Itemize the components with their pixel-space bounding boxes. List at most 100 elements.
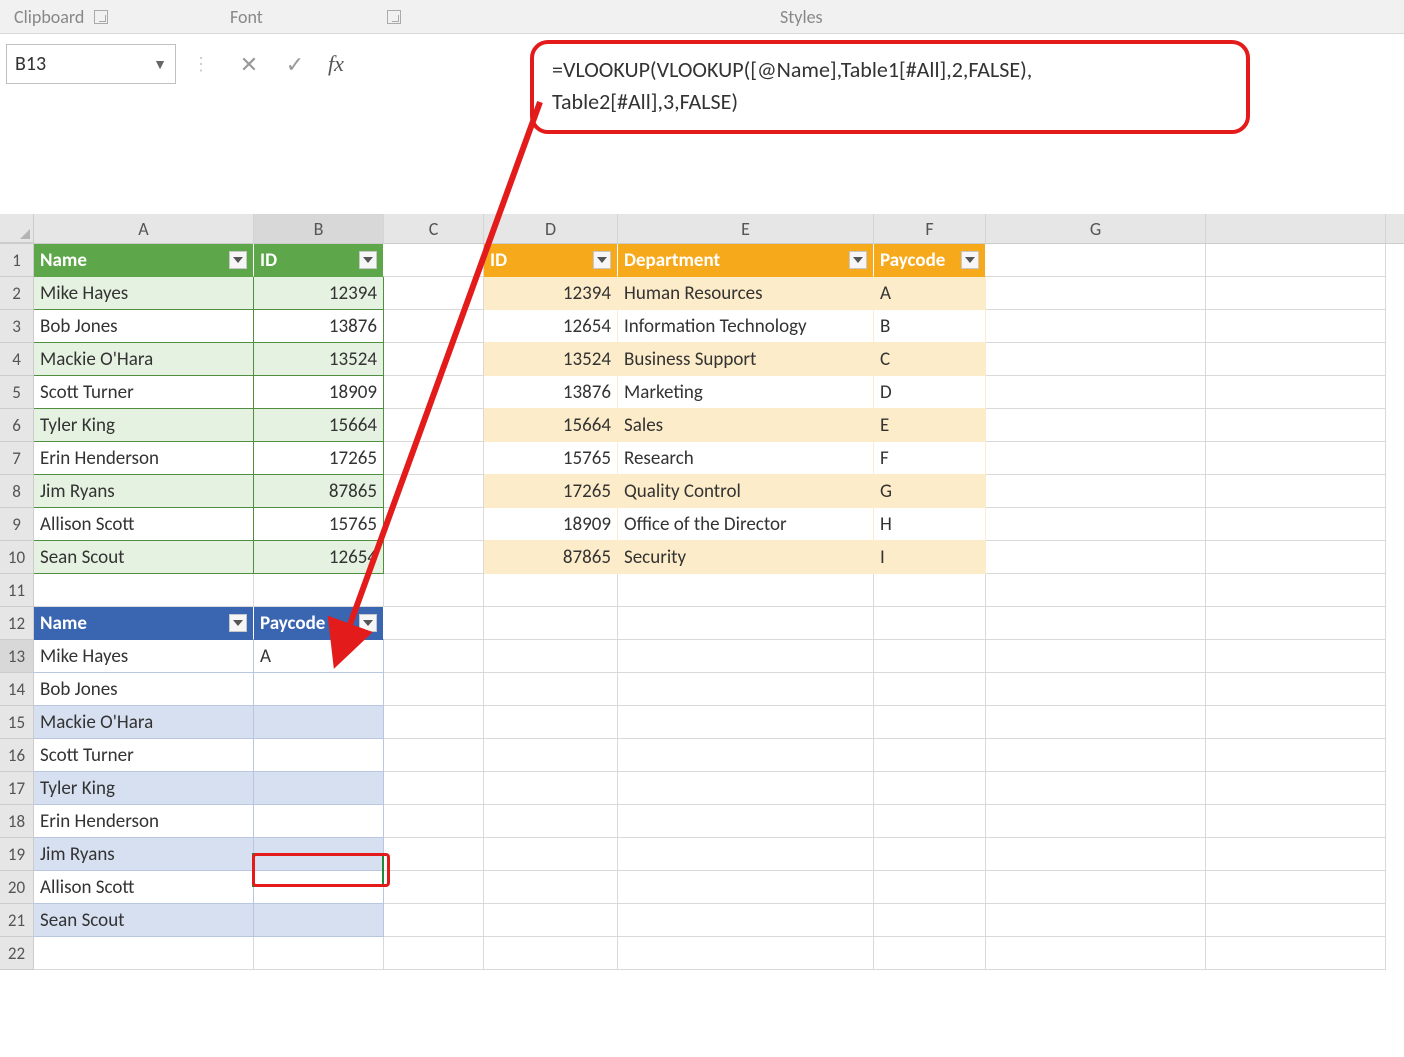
cell[interactable] <box>1206 409 1386 442</box>
col-header-G[interactable]: G <box>986 214 1206 243</box>
table2-dept[interactable]: Business Support <box>618 343 874 376</box>
row-header[interactable]: 21 <box>0 904 34 937</box>
cell[interactable] <box>618 871 874 904</box>
cell[interactable] <box>1206 442 1386 475</box>
table3-paycode[interactable] <box>254 838 384 871</box>
cell[interactable] <box>484 739 618 772</box>
cell[interactable] <box>384 244 484 277</box>
cell[interactable] <box>484 607 618 640</box>
table1-header-name[interactable]: Name <box>34 244 254 277</box>
table3-header-name[interactable]: Name <box>34 607 254 640</box>
filter-dropdown-icon[interactable] <box>961 251 979 269</box>
table3-paycode[interactable] <box>254 871 384 904</box>
cell[interactable] <box>986 277 1206 310</box>
cell[interactable] <box>986 805 1206 838</box>
cell[interactable] <box>1206 706 1386 739</box>
table3-name[interactable]: Mike Hayes <box>34 640 254 673</box>
cell[interactable] <box>986 838 1206 871</box>
cell[interactable] <box>1206 244 1386 277</box>
table3-paycode[interactable]: A <box>254 640 384 673</box>
col-header-A[interactable]: A <box>34 214 254 243</box>
row-header[interactable]: 7 <box>0 442 34 475</box>
cell[interactable] <box>384 508 484 541</box>
cell[interactable] <box>1206 607 1386 640</box>
cell[interactable] <box>384 541 484 574</box>
cell[interactable] <box>618 904 874 937</box>
cell[interactable] <box>986 640 1206 673</box>
cancel-formula-button[interactable]: ✕ <box>226 44 272 84</box>
cell[interactable] <box>484 805 618 838</box>
cell[interactable] <box>986 343 1206 376</box>
table2-dept[interactable]: Quality Control <box>618 475 874 508</box>
table2-paycode[interactable]: G <box>874 475 986 508</box>
cell[interactable] <box>384 640 484 673</box>
fx-icon[interactable]: fx <box>318 44 354 84</box>
cell[interactable] <box>34 937 254 970</box>
table3-paycode[interactable] <box>254 673 384 706</box>
cell[interactable] <box>1206 475 1386 508</box>
table1-name[interactable]: Erin Henderson <box>34 442 254 475</box>
table2-dept[interactable]: Information Technology <box>618 310 874 343</box>
cell[interactable] <box>986 442 1206 475</box>
row-header[interactable]: 18 <box>0 805 34 838</box>
row-header[interactable]: 19 <box>0 838 34 871</box>
table3-header-paycode[interactable]: Paycode <box>254 607 384 640</box>
cell[interactable] <box>874 805 986 838</box>
table1-id[interactable]: 13524 <box>254 343 384 376</box>
table2-paycode[interactable]: D <box>874 376 986 409</box>
table1-id[interactable]: 15765 <box>254 508 384 541</box>
cell[interactable] <box>986 508 1206 541</box>
cell[interactable] <box>1206 904 1386 937</box>
cell[interactable] <box>384 343 484 376</box>
row-header[interactable]: 9 <box>0 508 34 541</box>
cell[interactable] <box>874 607 986 640</box>
table2-id[interactable]: 15664 <box>484 409 618 442</box>
row-header[interactable]: 16 <box>0 739 34 772</box>
cell[interactable] <box>384 904 484 937</box>
cell[interactable] <box>618 838 874 871</box>
cell[interactable] <box>484 706 618 739</box>
select-all-triangle[interactable] <box>0 214 34 243</box>
table2-paycode[interactable]: I <box>874 541 986 574</box>
cell[interactable] <box>1206 805 1386 838</box>
cell[interactable] <box>986 475 1206 508</box>
cell[interactable] <box>484 838 618 871</box>
table2-dept[interactable]: Human Resources <box>618 277 874 310</box>
cell[interactable] <box>1206 871 1386 904</box>
cell[interactable] <box>484 937 618 970</box>
enter-formula-button[interactable]: ✓ <box>272 44 318 84</box>
cell[interactable] <box>384 937 484 970</box>
row-header[interactable]: 20 <box>0 871 34 904</box>
cell[interactable] <box>484 574 618 607</box>
cell[interactable] <box>986 937 1206 970</box>
row-header[interactable]: 17 <box>0 772 34 805</box>
cell[interactable] <box>1206 772 1386 805</box>
table2-dept[interactable]: Office of the Director <box>618 508 874 541</box>
cell[interactable] <box>618 640 874 673</box>
row-header[interactable]: 11 <box>0 574 34 607</box>
table2-paycode[interactable]: E <box>874 409 986 442</box>
row-header[interactable]: 10 <box>0 541 34 574</box>
table1-name[interactable]: Scott Turner <box>34 376 254 409</box>
cell[interactable] <box>384 838 484 871</box>
cell[interactable] <box>384 739 484 772</box>
cell[interactable] <box>618 937 874 970</box>
cell[interactable] <box>618 673 874 706</box>
name-box[interactable]: B13 ▼ <box>6 44 176 84</box>
table2-paycode[interactable]: F <box>874 442 986 475</box>
row-header[interactable]: 5 <box>0 376 34 409</box>
table3-paycode[interactable] <box>254 805 384 838</box>
table2-header-paycode[interactable]: Paycode <box>874 244 986 277</box>
table1-name[interactable]: Allison Scott <box>34 508 254 541</box>
table1-id[interactable]: 12394 <box>254 277 384 310</box>
table2-dept[interactable]: Security <box>618 541 874 574</box>
cell[interactable] <box>874 739 986 772</box>
cell[interactable] <box>484 904 618 937</box>
cell[interactable] <box>384 277 484 310</box>
filter-dropdown-icon[interactable] <box>359 251 377 269</box>
table1-name[interactable]: Jim Ryans <box>34 475 254 508</box>
filter-dropdown-icon[interactable] <box>229 614 247 632</box>
filter-dropdown-icon[interactable] <box>593 251 611 269</box>
cell[interactable] <box>1206 574 1386 607</box>
table3-name[interactable]: Mackie O'Hara <box>34 706 254 739</box>
